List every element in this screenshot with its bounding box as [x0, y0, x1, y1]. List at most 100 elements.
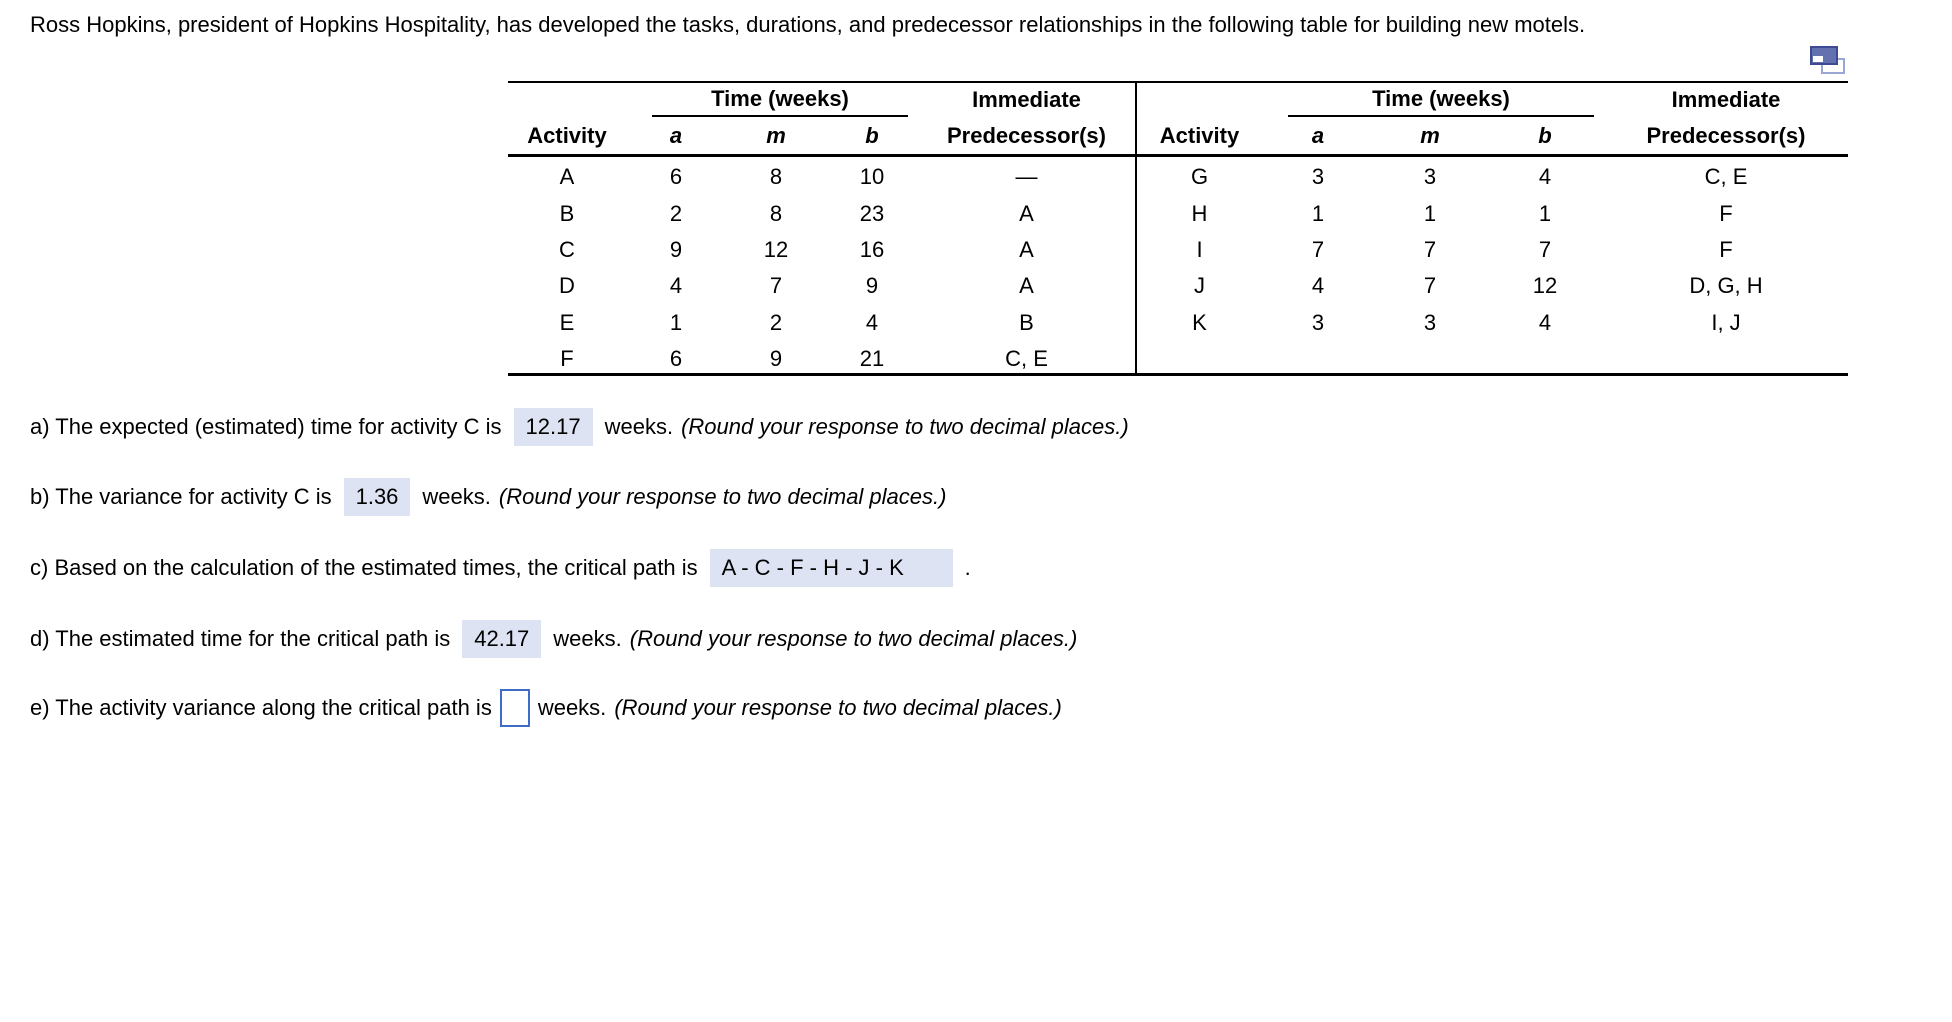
time-cell: 12: [1532, 273, 1558, 299]
question-a: a) The expected (estimated) time for act…: [30, 406, 1129, 448]
time-cell: 4: [669, 273, 683, 299]
activity-cell: A: [559, 164, 575, 190]
time-weeks-header: Time (weeks): [652, 83, 908, 117]
copy-table-icon[interactable]: [1810, 46, 1848, 78]
table-right-body: G 3 3 4 C, E H 1 1 1 F I 7 7 7 F J 4 7 12 D, G, H K 3 3 4 I, J: [1137, 159, 1848, 341]
question-c-text: c) Based on the calculation of the estim…: [30, 555, 698, 580]
question-b-units: weeks.: [422, 484, 491, 509]
copy-icon-front-rect: [1810, 46, 1838, 65]
predecessor-cell: B: [1019, 309, 1034, 335]
a-header: a: [669, 122, 683, 148]
activity-cell: K: [1192, 309, 1207, 335]
time-cell: 21: [859, 346, 885, 372]
time-cell: 1: [1311, 200, 1325, 226]
time-cell: 10: [859, 164, 885, 190]
time-cell: 7: [1538, 236, 1552, 262]
question-b: b) The variance for activity C is 1.36 w…: [30, 476, 946, 518]
time-cell: 1: [669, 309, 683, 335]
activity-cell: F: [560, 346, 574, 372]
question-c-period: .: [964, 555, 971, 580]
answer-b-field[interactable]: 1.36: [343, 478, 411, 516]
table-left-half: Time (weeks) Immediate Activity a m b Pr…: [508, 83, 1135, 373]
predecessor-cell: D, G, H: [1689, 273, 1763, 299]
activity-cell: E: [559, 309, 575, 335]
question-a-units: weeks.: [604, 414, 674, 439]
question-b-text: b) The variance for activity C is: [30, 484, 332, 509]
question-d: d) The estimated time for the critical p…: [30, 618, 1077, 660]
predecessor-cell: A: [1019, 200, 1034, 226]
question-b-note: (Round your response to two decimal plac…: [498, 484, 947, 509]
predecessor-cell: F: [1719, 236, 1733, 262]
answer-a-field[interactable]: 12.17: [513, 408, 593, 446]
activity-cell: H: [1191, 200, 1208, 226]
activity-cell: J: [1194, 273, 1205, 299]
time-cell: 8: [769, 200, 783, 226]
a-header: a: [1311, 122, 1325, 148]
m-header: m: [766, 122, 786, 148]
time-cell: 9: [769, 346, 783, 372]
predecessor-cell: C, E: [1005, 346, 1048, 372]
question-d-text: d) The estimated time for the critical p…: [30, 626, 451, 651]
table-right-half: Time (weeks) Immediate Activity a m b Pr…: [1137, 83, 1848, 373]
time-cell: 9: [669, 236, 683, 262]
predecessor-cell: C, E: [1704, 164, 1748, 190]
activity-cell: G: [1190, 164, 1209, 190]
predecessors-header: Predecessor(s): [1646, 122, 1806, 148]
time-cell: 6: [669, 164, 683, 190]
predecessor-cell: —: [1015, 164, 1038, 190]
immediate-header: Immediate: [972, 87, 1081, 112]
time-cell: 2: [669, 200, 683, 226]
activity-table: Time (weeks) Immediate Activity a m b Pr…: [508, 81, 1848, 376]
immediate-header: Immediate: [1671, 87, 1781, 112]
time-cell: 4: [865, 309, 879, 335]
time-cell: 7: [1423, 236, 1437, 262]
time-cell: 6: [669, 346, 683, 372]
activity-cell: I: [1196, 236, 1203, 262]
time-cell: 3: [1311, 309, 1325, 335]
time-cell: 2: [769, 309, 783, 335]
predecessor-cell: F: [1719, 200, 1733, 226]
question-a-text: a) The expected (estimated) time for act…: [30, 414, 502, 439]
b-header: b: [865, 122, 879, 148]
question-e-units: weeks.: [537, 695, 607, 720]
time-cell: 3: [1423, 164, 1437, 190]
time-cell: 12: [763, 236, 789, 262]
time-cell: 1: [1538, 200, 1552, 226]
activity-header: Activity: [527, 122, 607, 148]
question-d-units: weeks.: [553, 626, 622, 651]
time-cell: 7: [1311, 236, 1325, 262]
answer-e-input[interactable]: [499, 689, 530, 727]
predecessor-cell: I, J: [1711, 309, 1741, 335]
b-header: b: [1538, 122, 1552, 148]
answer-d-field[interactable]: 42.17: [462, 620, 542, 658]
time-cell: 4: [1311, 273, 1325, 299]
time-cell: 23: [859, 200, 885, 226]
predecessor-cell: A: [1019, 273, 1034, 299]
time-cell: 7: [769, 273, 783, 299]
time-weeks-header: Time (weeks): [1288, 83, 1594, 117]
question-e-note: (Round your response to two decimal plac…: [614, 695, 1062, 720]
time-cell: 8: [769, 164, 783, 190]
m-header: m: [1420, 122, 1440, 148]
question-c: c) Based on the calculation of the estim…: [30, 547, 971, 589]
time-cell: 4: [1538, 164, 1552, 190]
answer-c-field[interactable]: A - C - F - H - J - K: [709, 549, 953, 587]
table-divider: [1135, 83, 1137, 373]
time-cell: 3: [1423, 309, 1437, 335]
activity-cell: B: [559, 200, 575, 226]
activity-header: Activity: [1159, 122, 1240, 148]
question-e: e) The activity variance along the criti…: [30, 687, 1062, 729]
time-cell: 4: [1538, 309, 1552, 335]
time-cell: 7: [1423, 273, 1437, 299]
time-cell: 16: [859, 236, 885, 262]
question-e-text: e) The activity variance along the criti…: [30, 695, 492, 720]
question-a-note: (Round your response to two decimal plac…: [681, 414, 1129, 439]
activity-cell: C: [559, 236, 575, 262]
question-statement: Ross Hopkins, president of Hopkins Hospi…: [30, 12, 1586, 37]
predecessors-header: Predecessor(s): [947, 122, 1106, 148]
activity-cell: D: [559, 273, 575, 299]
table-header-rule: [508, 154, 1848, 157]
time-cell: 9: [865, 273, 879, 299]
time-cell: 1: [1423, 200, 1437, 226]
question-d-note: (Round your response to two decimal plac…: [629, 626, 1078, 651]
